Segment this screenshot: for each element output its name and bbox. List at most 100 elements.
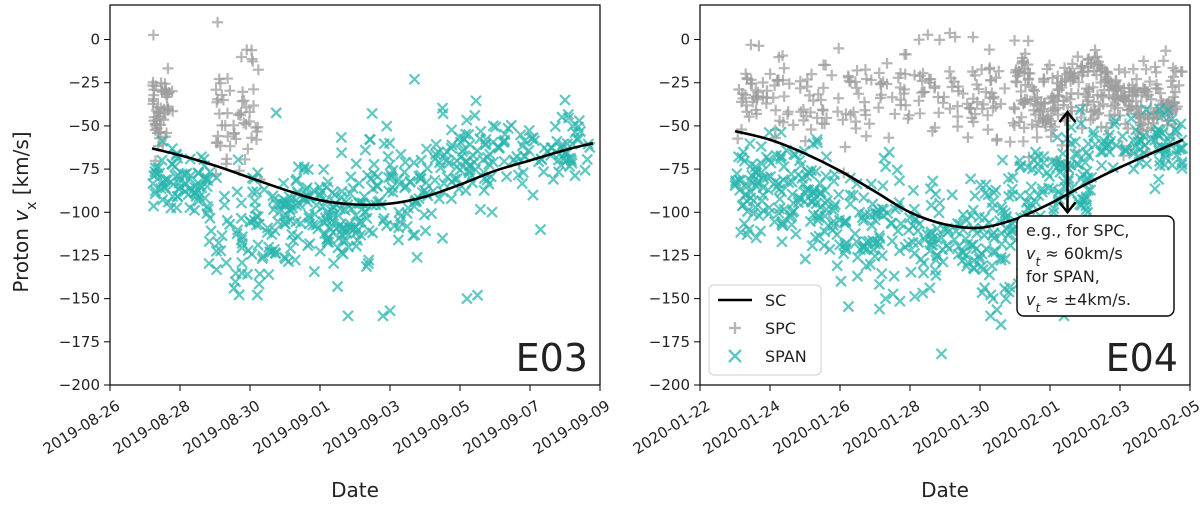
span-point [339,204,351,217]
span-point [256,252,269,265]
span-point [564,152,577,165]
span-point [385,169,397,181]
span-point [1069,135,1082,148]
span-point [425,207,438,220]
span-point [790,228,802,240]
span-point [277,198,290,210]
span-point [811,133,823,146]
span-point [1140,103,1152,116]
span-point [362,254,375,266]
span-point [876,267,888,280]
span-point [1082,184,1094,196]
span-point [335,246,348,259]
span-point [948,233,961,246]
span-point [377,310,389,322]
span-point [905,266,917,279]
span-point [250,219,263,231]
span-point [784,211,796,224]
span-point [1084,184,1097,196]
spc-point [761,85,773,97]
spc-point [1158,55,1170,67]
span-point [277,177,290,190]
span-point [308,265,321,278]
spc-point [983,63,995,75]
span-point [286,228,298,241]
spc-point [1017,135,1029,147]
span-point [888,270,900,282]
span-point [1048,202,1060,215]
spc-point [1083,83,1095,95]
spc-point [833,42,845,54]
spc-point [952,100,964,112]
spc-point [898,88,910,100]
annotation-line-3: for SPAN, [1026,267,1100,286]
span-point [398,166,411,178]
span-point [986,202,999,214]
span-point [203,235,216,248]
spc-point [243,115,255,127]
span-point [218,190,231,203]
span-point [755,157,768,170]
spc-point [1044,59,1056,71]
spc-point [1127,63,1139,75]
span-point [303,237,316,250]
spc-point [899,48,911,60]
spc-point [246,132,258,144]
y-tick-label: 0 [90,31,100,49]
span-point [257,250,269,262]
spc-point [1120,118,1132,130]
span-point [792,196,805,209]
span-point [516,140,529,152]
spc-point [1109,109,1121,121]
span-point [774,153,787,165]
span-point [365,172,377,185]
span-point [912,236,925,249]
span-point [844,198,857,210]
span-point [984,310,997,322]
x-tick-label: 2020-01-26 [770,397,853,458]
span-point [1176,162,1188,175]
span-point [434,161,447,174]
spc-point [984,92,996,104]
spc-point [805,124,817,136]
span-point [747,207,760,220]
span-point [562,112,575,124]
span-point [220,257,233,269]
y-tick-label: −200 [649,376,690,394]
span-point [498,136,510,148]
y-tick-label: −25 [68,74,100,92]
span-point [470,94,482,107]
span-point [321,233,333,245]
span-point [867,243,880,256]
span-point [761,171,773,184]
span-point [326,214,338,227]
x-tick-label: 2019-09-05 [390,397,473,458]
span-point [774,193,786,205]
span-point [251,289,264,301]
span-point [581,153,594,166]
span-point [289,254,301,266]
span-point [775,126,787,139]
span-point [302,163,314,176]
spc-point [957,88,969,100]
span-point [378,212,390,225]
spc-point [919,86,931,98]
spc-point [983,44,995,56]
spc-point [237,86,249,98]
span-point [384,159,396,171]
span-point [408,156,420,169]
spc-point [1169,86,1181,98]
spc-point [832,92,844,104]
span-point [1080,146,1093,159]
span-point [996,204,1009,217]
x-tick-label: 2019-09-09 [530,397,613,458]
span-point [824,243,836,256]
span-point [746,158,758,171]
spc-point [804,106,816,118]
spc-point [769,79,781,91]
spc-point [238,117,250,129]
span-point [743,223,755,236]
span-point [236,242,248,254]
span-point [831,259,844,272]
span-point [190,190,202,203]
